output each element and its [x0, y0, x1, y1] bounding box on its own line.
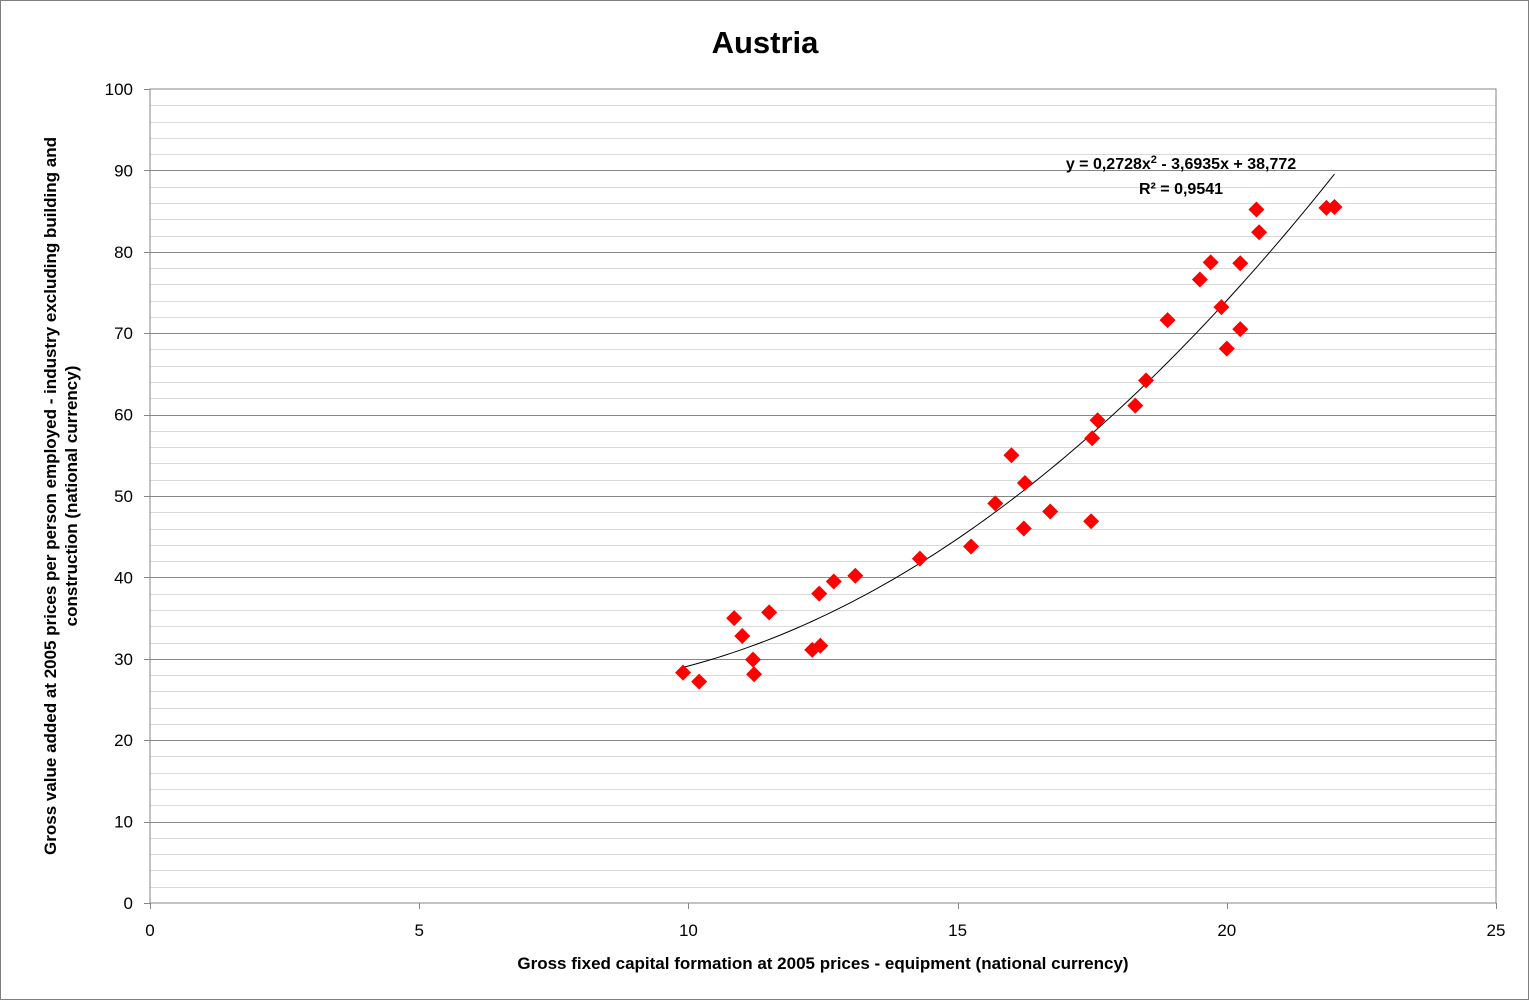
data-point — [1127, 397, 1144, 414]
y-tick-label: 30 — [114, 650, 133, 669]
y-axis-label: Gross value added at 2005 prices per per… — [41, 137, 81, 855]
x-tick-label: 20 — [1217, 921, 1236, 940]
data-point — [1138, 372, 1155, 389]
y-axis-label-line-2: construction (national currency) — [62, 366, 81, 627]
x-tick-label: 10 — [679, 921, 698, 940]
chart-title: Austria — [712, 25, 820, 60]
data-point — [1202, 254, 1219, 271]
data-point — [1015, 520, 1032, 537]
data-point — [1232, 255, 1249, 272]
data-point — [1084, 430, 1101, 447]
trendline-r-squared: R² = 0,9541 — [1139, 181, 1223, 198]
equation-suffix: - 3,6935x + 38,772 — [1157, 156, 1296, 173]
data-points — [675, 199, 1343, 690]
x-tick-label: 25 — [1487, 921, 1506, 940]
data-point — [963, 538, 980, 555]
data-point — [1326, 199, 1343, 216]
equation-exponent: 2 — [1151, 154, 1157, 166]
data-point — [675, 664, 692, 681]
x-tick-labels: 0 5 10 15 20 25 — [145, 903, 1505, 940]
data-point — [987, 495, 1004, 512]
data-point — [911, 550, 928, 567]
data-point — [1003, 447, 1020, 464]
data-point — [1248, 201, 1265, 218]
y-tick-label: 50 — [114, 487, 133, 506]
data-point — [1159, 312, 1176, 329]
y-tick-label: 60 — [114, 406, 133, 425]
y-tick-labels: 0 10 20 30 40 50 60 70 80 90 100 — [105, 80, 150, 913]
data-point — [734, 628, 751, 645]
x-tick-label: 0 — [145, 921, 154, 940]
data-point — [812, 637, 829, 654]
equation-prefix: y = 0,2728x — [1066, 156, 1151, 173]
data-point — [726, 610, 743, 627]
data-point — [1218, 340, 1235, 357]
grid-layer — [150, 105, 1496, 888]
data-point — [761, 604, 778, 621]
trendline-equation: y = 0,2728x2 - 3,6935x + 38,772 — [1066, 154, 1296, 173]
data-point — [847, 567, 864, 584]
data-point — [1016, 474, 1033, 491]
y-tick-label: 0 — [124, 894, 133, 913]
data-point — [811, 585, 828, 602]
y-tick-label: 100 — [105, 80, 133, 99]
data-point — [1251, 224, 1268, 241]
y-tick-label: 70 — [114, 324, 133, 343]
x-tick-label: 15 — [948, 921, 967, 940]
data-point — [1232, 321, 1249, 338]
data-point — [691, 673, 708, 690]
data-point — [1042, 503, 1059, 520]
y-tick-label: 40 — [114, 568, 133, 587]
y-tick-label: 10 — [114, 813, 133, 832]
data-point — [825, 573, 842, 590]
y-tick-label: 90 — [114, 161, 133, 180]
y-tick-label: 80 — [114, 243, 133, 262]
x-axis-label: Gross fixed capital formation at 2005 pr… — [517, 954, 1128, 973]
data-point — [746, 666, 763, 683]
y-tick-label: 20 — [114, 731, 133, 750]
data-point — [1191, 271, 1208, 288]
data-point — [1213, 299, 1230, 316]
data-point — [1089, 412, 1106, 429]
data-point — [1083, 513, 1100, 530]
data-point — [745, 651, 762, 668]
y-axis-label-line-1: Gross value added at 2005 prices per per… — [41, 137, 60, 855]
trendline — [682, 173, 1335, 668]
x-tick-label: 5 — [414, 921, 423, 940]
